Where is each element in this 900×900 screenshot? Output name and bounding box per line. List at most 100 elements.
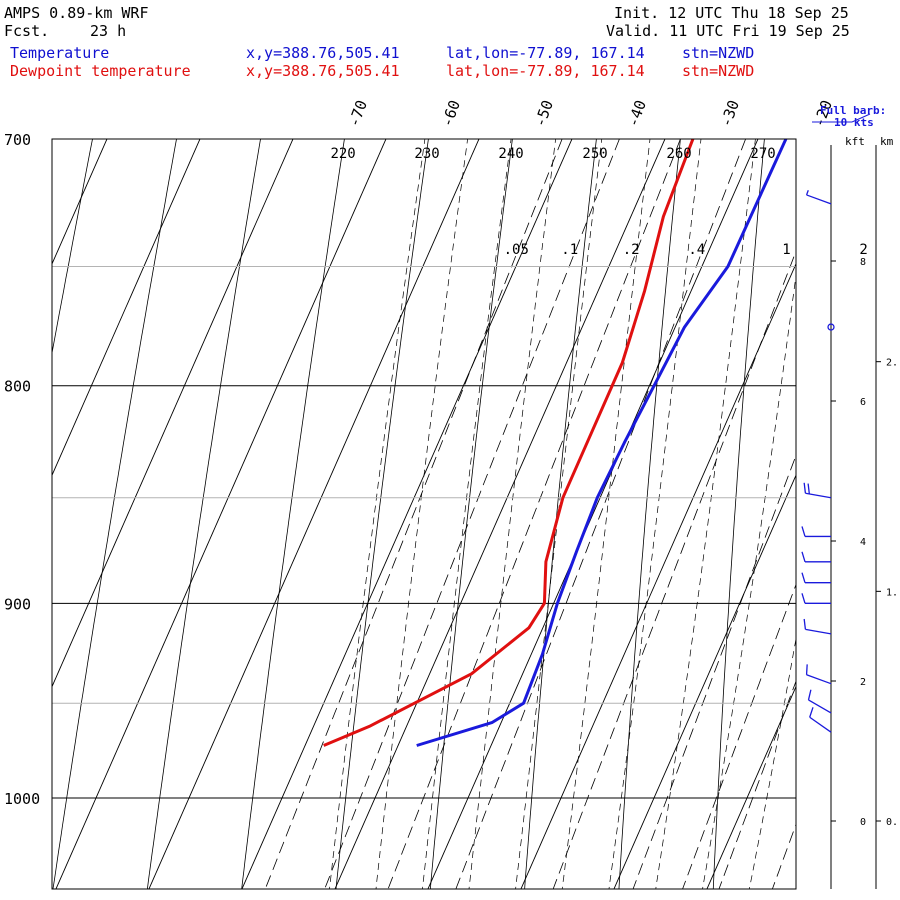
isotherm	[613, 474, 796, 889]
model-title: AMPS 0.89-km WRF	[4, 4, 149, 22]
dry-adiabat	[335, 139, 429, 889]
mixing-ratio-line	[806, 139, 900, 900]
wind-barb	[803, 618, 832, 635]
mixing-ratio-label: .05	[504, 242, 529, 258]
barb-staff	[806, 194, 832, 205]
isotherm	[55, 139, 387, 889]
theta-label: 250	[582, 146, 607, 162]
theta-label: 270	[750, 146, 775, 162]
barb-legend-flag	[851, 113, 871, 123]
sounding-series	[323, 139, 788, 747]
init-time: Init. 12 UTC Thu 18 Sep 25	[614, 4, 849, 22]
legend-temperature-label: Temperature	[10, 44, 110, 62]
wind-barb	[803, 482, 832, 499]
theta-label: 230	[414, 146, 439, 162]
isotherms	[0, 30, 900, 900]
barb-feather	[809, 707, 814, 718]
isotherm	[52, 139, 201, 477]
mixing-ratio-label: .1	[561, 242, 578, 258]
barb-feather	[801, 593, 806, 604]
barb-staff	[805, 492, 832, 499]
pressure-tick-label: 700	[4, 131, 31, 149]
dry-adiabat	[241, 139, 345, 889]
legend-temperature-xy: x,y=388.76,505.41	[246, 44, 400, 62]
kft-axis-title: kft	[845, 135, 865, 148]
moist-adiabat	[748, 636, 796, 889]
isotherm	[148, 139, 480, 889]
isotherm	[52, 139, 108, 266]
barb-feather	[801, 526, 806, 537]
legend-dewpoint-label: Dewpoint temperature	[10, 62, 191, 80]
isotherm-label: -70	[345, 98, 371, 130]
mixing-ratio-label: 1	[782, 242, 790, 258]
mixing-ratio-label: .4	[688, 242, 705, 258]
dry-adiabat	[618, 139, 681, 889]
wind-barb	[805, 190, 832, 205]
pressure-tick-label: 1000	[4, 790, 40, 808]
legend-dewpoint-xy: x,y=388.76,505.41	[246, 62, 400, 80]
theta-label: 240	[498, 146, 523, 162]
dry-adiabat	[712, 139, 765, 889]
dry-adiabat	[429, 139, 513, 889]
km-tick-label: 0.	[886, 817, 898, 828]
wind-barb	[801, 572, 831, 584]
moist-adiabat	[422, 139, 512, 889]
mixing-ratio-line	[718, 680, 796, 889]
barb-staff	[805, 628, 832, 635]
theta-label: 220	[330, 146, 355, 162]
pressure-tick-label: 800	[4, 378, 31, 396]
moist-adiabat	[515, 139, 603, 889]
dry-adiabat	[807, 30, 857, 900]
moist-adiabat	[329, 139, 426, 889]
isotherm	[886, 30, 900, 900]
legend-temperature-latlon: lat,lon=-77.89, 167.14	[446, 44, 645, 62]
isotherm-label: -50	[531, 98, 557, 130]
legend-temperature-station: stn=NZWD	[682, 44, 755, 62]
barb-staff	[808, 699, 832, 714]
dry-adiabat	[52, 139, 177, 889]
isotherm	[241, 139, 573, 889]
wind-barb	[805, 664, 832, 685]
barb-feather	[801, 551, 806, 562]
isotherm-label: -40	[624, 98, 650, 130]
moist-adiabat	[655, 139, 756, 889]
legend-dewpoint-station: stn=NZWD	[682, 62, 755, 80]
moist-adiabat	[608, 139, 702, 889]
isotherm	[520, 262, 796, 889]
moist-adiabat	[561, 139, 651, 889]
dry-adiabat	[146, 139, 261, 889]
kft-tick-label: 2	[860, 677, 866, 688]
wind-barb	[809, 707, 832, 733]
kft-tick-label: 6	[860, 397, 866, 408]
valid-time: Valid. 11 UTC Fri 19 Sep 25	[606, 22, 850, 40]
forecast-label: Fcst.	[4, 22, 50, 40]
barb-legend-value: 10 kts	[834, 116, 874, 129]
isotherm	[0, 30, 62, 900]
barb-feather	[807, 689, 812, 701]
km-tick-label: 1.	[886, 587, 898, 598]
dry-adiabat	[52, 139, 93, 356]
wind-barb	[801, 551, 831, 563]
isotherm	[52, 139, 294, 688]
wind-barb	[801, 593, 831, 604]
temperature-line	[416, 139, 788, 747]
isotherm	[334, 139, 666, 889]
kft-tick-label: 0	[860, 817, 866, 828]
moist-adiabat	[375, 139, 468, 889]
wind-barb	[827, 323, 835, 331]
isotherm-label: -60	[438, 98, 464, 130]
barb-feather	[803, 482, 807, 494]
plot-frame	[51, 138, 797, 890]
wind-barb	[801, 526, 831, 538]
pressure-tick-label: 900	[4, 595, 31, 613]
km-axis-title: km	[880, 135, 894, 148]
isotherm-label: -30	[717, 98, 743, 130]
barb-staff	[806, 674, 832, 685]
barb-feather	[801, 572, 806, 583]
isotherm	[793, 30, 900, 900]
barb-half-feather	[805, 190, 809, 196]
km-tick-label: 2.	[886, 358, 898, 369]
mixing-ratio-label: .2	[623, 242, 640, 258]
